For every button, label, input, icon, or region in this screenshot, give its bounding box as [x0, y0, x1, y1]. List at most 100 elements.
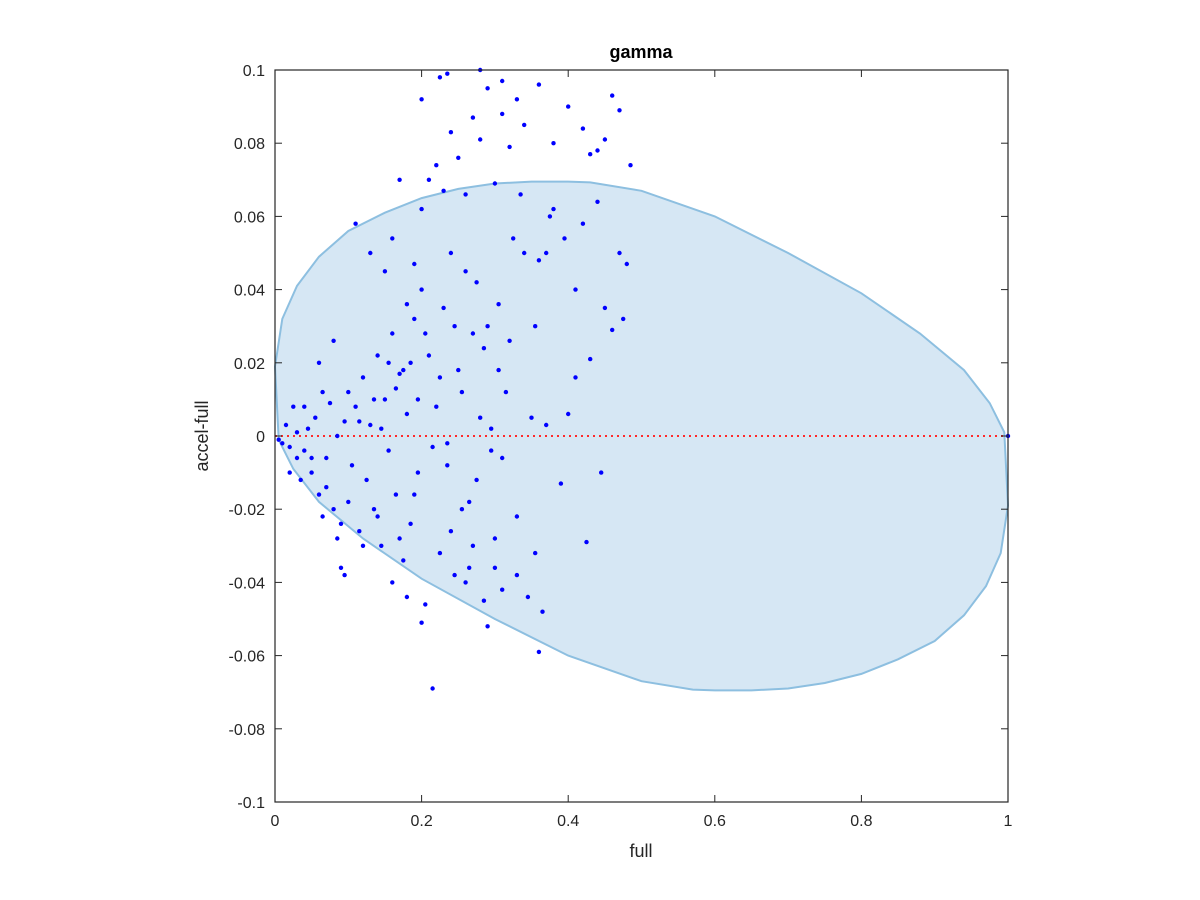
- data-point: [628, 163, 633, 168]
- data-point: [496, 302, 501, 307]
- data-point: [371, 397, 377, 402]
- data-point: [566, 411, 571, 417]
- data-point: [276, 437, 281, 442]
- data-point: [514, 572, 520, 578]
- data-point: [459, 389, 465, 395]
- data-point: [584, 539, 589, 545]
- data-point: [492, 536, 498, 541]
- data-point: [397, 536, 402, 541]
- data-point: [595, 148, 600, 153]
- data-point: [360, 375, 366, 380]
- data-point: [397, 177, 402, 182]
- data-point: [445, 71, 450, 76]
- data-point: [441, 188, 446, 193]
- data-point: [324, 455, 329, 461]
- data-point: [294, 430, 300, 435]
- y-tick-label: -0.04: [229, 575, 266, 592]
- data-point: [368, 250, 373, 256]
- data-point: [551, 141, 556, 146]
- data-point: [566, 104, 571, 109]
- data-point: [331, 338, 336, 343]
- data-point: [580, 126, 586, 131]
- data-point: [408, 521, 413, 526]
- data-point: [287, 444, 292, 450]
- data-point: [382, 397, 388, 402]
- data-point: [338, 521, 344, 526]
- data-point: [353, 404, 358, 409]
- data-point: [419, 620, 424, 625]
- data-point: [514, 97, 520, 102]
- data-point: [316, 492, 322, 497]
- x-tick-label: 0.6: [704, 813, 726, 830]
- data-point: [393, 386, 399, 391]
- data-point: [562, 236, 567, 241]
- y-tick-label: 0.08: [234, 136, 265, 153]
- data-point: [404, 594, 410, 600]
- data-point: [280, 441, 285, 446]
- y-tick-label: -0.02: [229, 502, 266, 519]
- y-tick-label: 0.04: [234, 283, 265, 300]
- data-point: [342, 572, 347, 578]
- x-axis-label: full: [629, 841, 652, 861]
- data-point: [437, 375, 443, 380]
- x-tick-label: 0.8: [850, 813, 872, 830]
- data-point: [500, 455, 505, 461]
- data-point: [602, 137, 608, 142]
- data-point: [324, 485, 329, 490]
- data-point: [349, 463, 355, 468]
- data-point: [294, 455, 300, 461]
- data-point: [588, 356, 593, 362]
- data-point: [419, 206, 424, 212]
- data-point: [393, 492, 399, 497]
- data-point: [500, 78, 505, 84]
- data-point: [525, 594, 531, 600]
- data-point: [379, 426, 384, 431]
- data-point: [470, 331, 476, 336]
- data-point: [470, 543, 476, 548]
- data-point: [459, 507, 465, 512]
- data-point: [390, 236, 395, 241]
- data-point: [481, 346, 487, 351]
- x-tick-label: 0.4: [557, 813, 579, 830]
- data-point: [401, 558, 406, 563]
- data-point: [544, 250, 549, 256]
- data-point: [445, 463, 450, 468]
- data-point: [309, 455, 314, 461]
- data-point: [357, 419, 362, 424]
- data-point: [423, 602, 428, 607]
- data-point: [386, 360, 391, 365]
- data-point: [485, 86, 490, 91]
- y-tick-label: 0.06: [234, 209, 265, 226]
- data-point: [434, 404, 439, 409]
- data-point: [360, 543, 366, 548]
- data-point: [558, 481, 564, 486]
- data-point: [415, 470, 421, 475]
- data-point: [533, 324, 538, 329]
- data-point: [408, 360, 413, 365]
- data-point: [621, 316, 626, 322]
- data-point: [353, 221, 358, 226]
- data-point: [390, 331, 395, 336]
- data-point: [467, 499, 472, 505]
- data-point: [423, 331, 428, 336]
- chart-title: gamma: [609, 42, 673, 62]
- data-point: [474, 477, 479, 483]
- data-point: [463, 192, 468, 197]
- data-point: [514, 514, 520, 519]
- data-point: [496, 367, 501, 373]
- data-point: [320, 389, 325, 395]
- y-tick-label: 0.1: [243, 63, 265, 80]
- data-point: [507, 144, 512, 150]
- data-point: [327, 400, 333, 406]
- data-point: [371, 507, 377, 512]
- data-point: [518, 192, 523, 197]
- data-point: [412, 261, 417, 267]
- data-point: [533, 550, 538, 556]
- data-point: [478, 137, 483, 142]
- data-point: [610, 327, 615, 333]
- data-point: [364, 477, 369, 483]
- data-point: [316, 360, 322, 365]
- data-point: [489, 448, 494, 453]
- data-point: [434, 163, 439, 168]
- data-point: [375, 353, 380, 358]
